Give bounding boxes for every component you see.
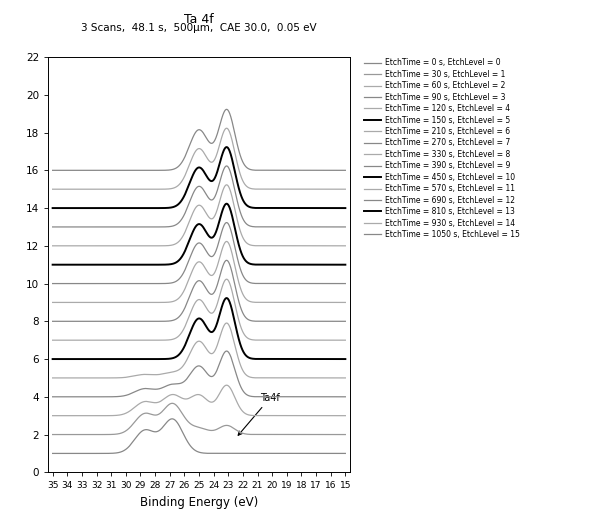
Text: Ta4f: Ta4f <box>238 392 280 435</box>
Text: 3 Scans,  48.1 s,  500μm,  CAE 30.0,  0.05 eV: 3 Scans, 48.1 s, 500μm, CAE 30.0, 0.05 e… <box>81 23 317 33</box>
Legend: EtchTime = 0 s, EtchLevel = 0, EtchTime = 30 s, EtchLevel = 1, EtchTime = 60 s, : EtchTime = 0 s, EtchLevel = 0, EtchTime … <box>362 57 521 240</box>
X-axis label: Binding Energy (eV): Binding Energy (eV) <box>140 496 258 509</box>
Text: Ta 4f: Ta 4f <box>184 13 214 26</box>
